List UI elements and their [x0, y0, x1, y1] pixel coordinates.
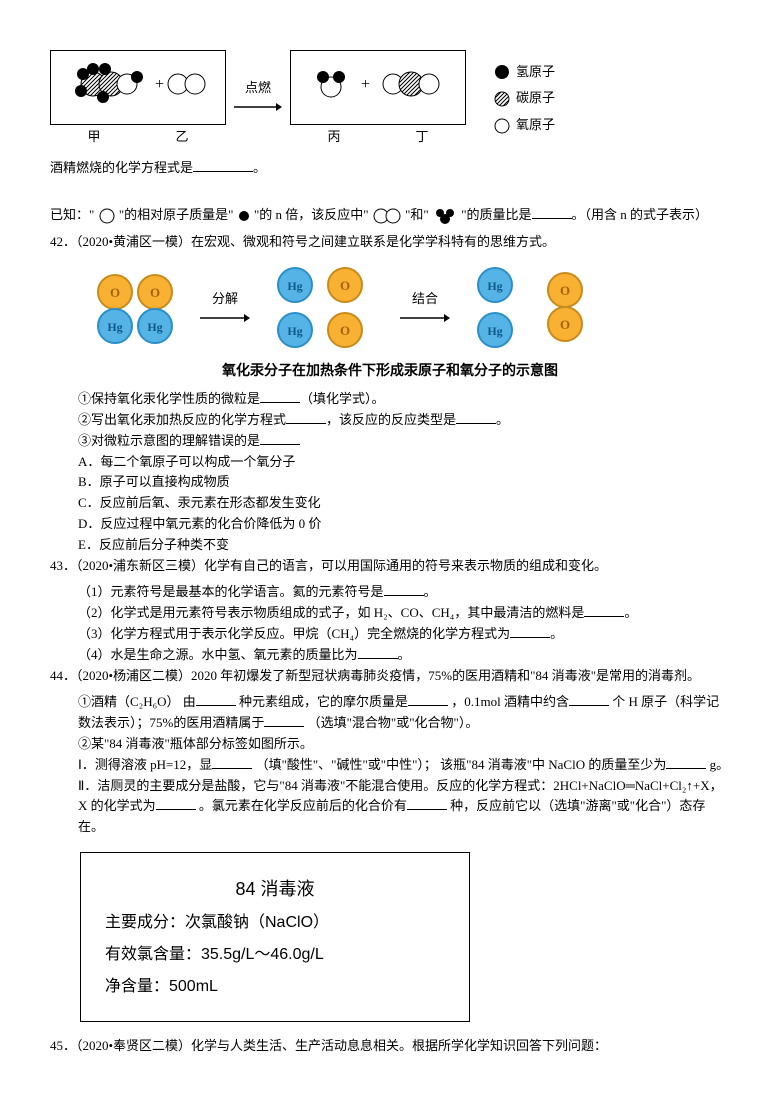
- q42-sub2: ②写出氧化汞加热反应的化学方程式，该反应的反应类型是。: [78, 410, 730, 431]
- q42-optE: E．反应前后分子种类不变: [78, 535, 730, 556]
- svg-text:O: O: [560, 283, 570, 298]
- q43-1: （1）元素符号是最基本的化学语言。氦的元素符号是。: [78, 582, 730, 603]
- svg-text:Hg: Hg: [487, 279, 502, 293]
- box-line1: 主要成分：次氯酸钠（NaClO）: [105, 907, 445, 939]
- q42-caption: 氧化汞分子在加热条件下形成汞原子和氧分子的示意图: [50, 361, 730, 383]
- q45-head: 45．（2020•奉贤区二模）化学与人类生活、生产活动息息相关。根据所学化学知识…: [50, 1036, 730, 1057]
- q43-2: （2）化学式是用元素符号表示物质组成的式子，如 H₂、CO、CH₄，其中最清洁的…: [78, 603, 730, 624]
- reaction-diagram: + 甲 乙 点燃 +: [50, 50, 730, 148]
- legend-o: 氧原子: [516, 115, 555, 136]
- svg-text:O: O: [340, 278, 350, 293]
- svg-text:Hg: Hg: [147, 320, 162, 334]
- svg-text:Hg: Hg: [487, 324, 502, 338]
- svg-text:Hg: Hg: [107, 320, 122, 334]
- arrow-group: 点燃: [234, 78, 282, 120]
- reactant-molecules: +: [63, 59, 213, 109]
- q42-head: 42．（2020•黄浦区一模）在宏观、微观和符号之间建立联系是化学学科特有的思维…: [50, 232, 730, 253]
- q42-optD: D．反应过程中氧元素的化合价降低为 0 价: [78, 514, 730, 535]
- legend-c: 碳原子: [516, 88, 555, 109]
- q44-2: ②某"84 消毒液"瓶体部分标签如图所示。: [78, 734, 730, 755]
- q43-4: （4）水是生命之源。水中氢、氧元素的质量比为。: [78, 645, 730, 666]
- svg-text:O: O: [150, 285, 160, 300]
- label-ding: 丁: [415, 127, 428, 148]
- q43-3: （3）化学方程式用于表示化学反应。甲烷（CH₄）完全燃烧的化学方程式为。: [78, 624, 730, 645]
- label-jia: 甲: [87, 127, 100, 148]
- q43-head: 43．（2020•浦东新区三模）化学有自己的语言，可以用国际通用的符号来表示物质…: [50, 556, 730, 577]
- reactant-box: + 甲 乙: [50, 50, 226, 148]
- decompose-label: 分解: [200, 289, 250, 310]
- q42-sub1: ①保持氧化汞化学性质的微粒是（填化学式）。: [78, 389, 730, 410]
- combine-label: 结合: [400, 289, 450, 310]
- box-line3: 净含量：500mL: [105, 971, 445, 1003]
- q41-text1: 酒精燃烧的化学方程式是。: [50, 158, 730, 179]
- q44-I: Ⅰ．测得溶液 pH=12，显 （填"酸性"、"碱性"或"中性"）； 该瓶"84 …: [78, 755, 730, 776]
- label-bing: 丙: [327, 127, 340, 148]
- product-molecules: +: [303, 59, 453, 109]
- svg-text:+: +: [155, 76, 164, 93]
- q42-optB: B．原子可以直接构成物质: [78, 472, 730, 493]
- q44-1: ①酒精（C₂H₆O） 由 种元素组成，它的摩尔质量是 ，0.1mol 酒精中约含…: [78, 692, 730, 734]
- arrow-label: 点燃: [234, 78, 282, 99]
- svg-text:O: O: [110, 285, 120, 300]
- disinfectant-label-box: 84 消毒液 主要成分：次氯酸钠（NaClO） 有效氯含量：35.5g/L～46…: [80, 852, 470, 1022]
- q44-head: 44．（2020•杨浦区二模）2020 年初爆发了新型冠状病毒肺炎疫情，75%的…: [50, 666, 730, 687]
- svg-text:Hg: Hg: [287, 279, 302, 293]
- hgo-diagram: O O Hg Hg 分解 Hg O Hg O 结合 Hg Hg O O: [90, 265, 730, 355]
- legend-h: 氢原子: [516, 62, 555, 83]
- box-line2: 有效氯含量：35.5g/L～46.0g/L: [105, 939, 445, 971]
- q42-optC: C．反应前后氧、汞元素在形态都发生变化: [78, 493, 730, 514]
- product-box: + 丙 丁: [290, 50, 466, 148]
- q42-sub3: ③对微粒示意图的理解错误的是: [78, 431, 730, 452]
- q42-optA: A．每二个氧原子可以构成一个氧分子: [78, 452, 730, 473]
- atom-legend: 氢原子 碳原子 氧原子: [494, 62, 555, 136]
- svg-text:Hg: Hg: [287, 324, 302, 338]
- q41-text2: 已知：" "的相对原子质量是" "的 n 倍，该反应中" "和" "的质量比是。…: [50, 205, 730, 226]
- box-title: 84 消毒液: [105, 871, 445, 907]
- svg-text:O: O: [560, 317, 570, 332]
- q44-II: Ⅱ．洁厕灵的主要成分是盐酸，它与"84 消毒液"不能混合使用。反应的化学方程式：…: [78, 776, 730, 838]
- label-yi: 乙: [175, 127, 188, 148]
- svg-text:+: +: [361, 76, 370, 93]
- svg-text:O: O: [340, 323, 350, 338]
